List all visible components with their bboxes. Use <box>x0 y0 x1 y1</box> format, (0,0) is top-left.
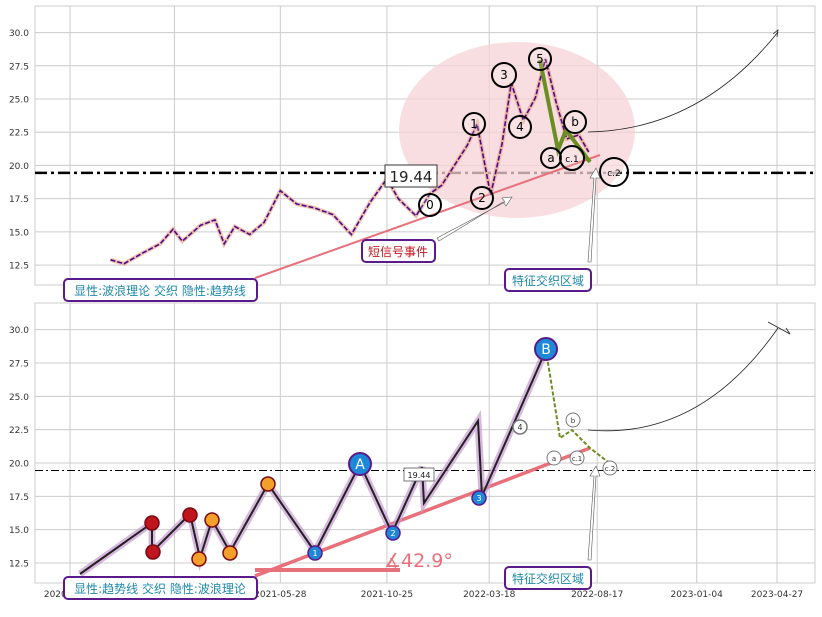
y-tick-label: 22.5 <box>9 129 29 139</box>
wave-marker-label: 0 <box>426 198 434 212</box>
y-tick-label: 12.5 <box>9 560 29 570</box>
hline-value-label: 19.44 <box>390 168 433 186</box>
wave-marker-label: 5 <box>536 52 544 66</box>
signal-event-label: 短信号事件 <box>368 245 428 259</box>
mode-label-bottom: 显性:趋势线 交织 隐性:波浪理论 <box>74 581 246 596</box>
note-marker <box>191 551 207 567</box>
trend-angle-label: ∡42.9° <box>384 550 453 572</box>
wave-marker-label: c.2 <box>607 169 621 179</box>
wave-marker-label: c.1 <box>565 155 579 165</box>
x-tick-label: 2022-03-18 <box>463 590 516 600</box>
y-tick-label: 27.5 <box>9 360 29 370</box>
wave-marker-major-label: B <box>541 342 551 358</box>
wave-marker-correction <box>569 450 585 466</box>
forecast-arrowhead <box>772 29 779 38</box>
wave-marker-label: 3 <box>500 68 508 82</box>
feature-zone-box-bottom <box>504 566 592 590</box>
wave-marker-minor-label: 4 <box>517 423 522 432</box>
note-marker <box>222 545 238 561</box>
bottom-annotations: ∡42.9° 特征交织区域 显性:趋势线 交织 隐性:波浪理论 <box>63 550 592 600</box>
y-tick-label: 25.0 <box>9 393 29 403</box>
y-tick-label: 25.0 <box>9 96 29 106</box>
wave-marker-label: a <box>547 151 554 165</box>
forecast-arrow-bottom <box>587 327 779 432</box>
wave-marker <box>418 193 442 217</box>
note-marker <box>204 512 220 528</box>
y-tick-label: 15.0 <box>9 228 29 238</box>
forecast-arrow <box>587 31 779 133</box>
wave-marker-correction <box>565 412 581 428</box>
y-tick-label: 20.0 <box>9 162 29 172</box>
wave-marker <box>563 110 587 134</box>
zone-arrow <box>587 167 601 263</box>
y-tick-label: 17.5 <box>9 195 29 205</box>
mode-box-bottom <box>63 576 258 600</box>
wave-marker-correction-label: a <box>552 455 556 463</box>
note-marker <box>182 507 198 523</box>
wave-marker <box>508 115 532 139</box>
note-marker <box>144 515 160 531</box>
wave-marker <box>559 145 585 171</box>
correction-wave <box>538 59 592 164</box>
y-tick-label: 30.0 <box>9 326 29 336</box>
forecast-arrowhead-bottom <box>767 321 791 335</box>
feature-zone-label-top: 特征交织区域 <box>512 273 584 288</box>
signal-event-box <box>361 239 436 263</box>
wave-marker <box>470 186 494 210</box>
wave-marker-major <box>348 452 372 476</box>
hline-value-box-bottom <box>403 467 435 482</box>
wave-marker-minor <box>471 490 487 506</box>
x-tick-label: 2023-04-27 <box>751 590 803 600</box>
top-annotations: 19.44 短信号事件 特征交织区域 显性:波浪理论 交织 隐性:趋势线 <box>63 164 592 302</box>
feature-zone-box-top <box>504 268 592 292</box>
wave-marker-label: 4 <box>516 120 524 134</box>
wave-marker-correction-label: c.1 <box>572 455 583 463</box>
wave-marker-label: b <box>571 115 579 129</box>
hline-value-label-bottom: 19.44 <box>408 471 431 480</box>
wave-marker-label: 2 <box>478 191 486 205</box>
wave-marker-minor <box>385 525 401 541</box>
wave-marker-major <box>534 337 558 361</box>
hline-value-box <box>384 164 438 188</box>
wave-marker-minor <box>307 545 323 561</box>
wave-marker-major-label: A <box>355 457 365 473</box>
zone-arrow-bottom <box>587 465 601 561</box>
y-tick-label: 15.0 <box>9 526 29 536</box>
wave-marker <box>462 112 486 136</box>
note-marker <box>145 544 161 560</box>
wave-marker-correction-label: b <box>571 417 576 425</box>
x-tick-label: 2021-10-25 <box>361 590 413 600</box>
y-tick-label: 17.5 <box>9 493 29 503</box>
wave-marker-minor-label: 2 <box>390 529 395 538</box>
y-tick-label: 30.0 <box>9 29 29 39</box>
wave-marker-correction <box>546 450 562 466</box>
y-tick-label: 20.0 <box>9 460 29 470</box>
signal-arrow <box>436 196 513 242</box>
y-tick-label: 22.5 <box>9 426 29 436</box>
wave-path-bottom <box>79 349 547 575</box>
wave-marker-minor-label: 1 <box>312 549 317 558</box>
wave-marker-minor-label: 3 <box>476 494 481 503</box>
wave-marker-correction-label: c.2 <box>605 465 616 473</box>
mode-label-top: 显性:波浪理论 交织 隐性:趋势线 <box>74 283 246 298</box>
x-tick-label: 2021-05-28 <box>254 590 307 600</box>
top-panel: 12.5 15.0 17.5 20.0 22.5 25.0 27.5 30.0 0 1 2 3 4 5 a b… <box>9 5 816 286</box>
y-tick-label: 12.5 <box>9 262 29 272</box>
y-tick-label: 27.5 <box>9 62 29 72</box>
mode-box-top <box>63 278 258 302</box>
wave-marker <box>599 157 629 187</box>
wave-marker <box>528 47 552 71</box>
wave-marker-correction <box>602 460 618 476</box>
note-marker <box>260 476 276 492</box>
wave-marker-minor <box>512 419 528 435</box>
wave-marker <box>491 62 517 88</box>
x-tick-label: 2023-01-04 <box>671 590 724 600</box>
x-tick-label: 2022-08-17 <box>571 590 623 600</box>
feature-zone-label-bottom: 特征交织区域 <box>512 571 584 586</box>
correction-bottom <box>545 349 613 466</box>
bottom-panel: 12.515.017.520.022.525.027.530.02020-08-… <box>9 302 816 600</box>
wave-marker-label: 1 <box>470 117 478 131</box>
wave-zone-ellipse <box>399 42 635 218</box>
